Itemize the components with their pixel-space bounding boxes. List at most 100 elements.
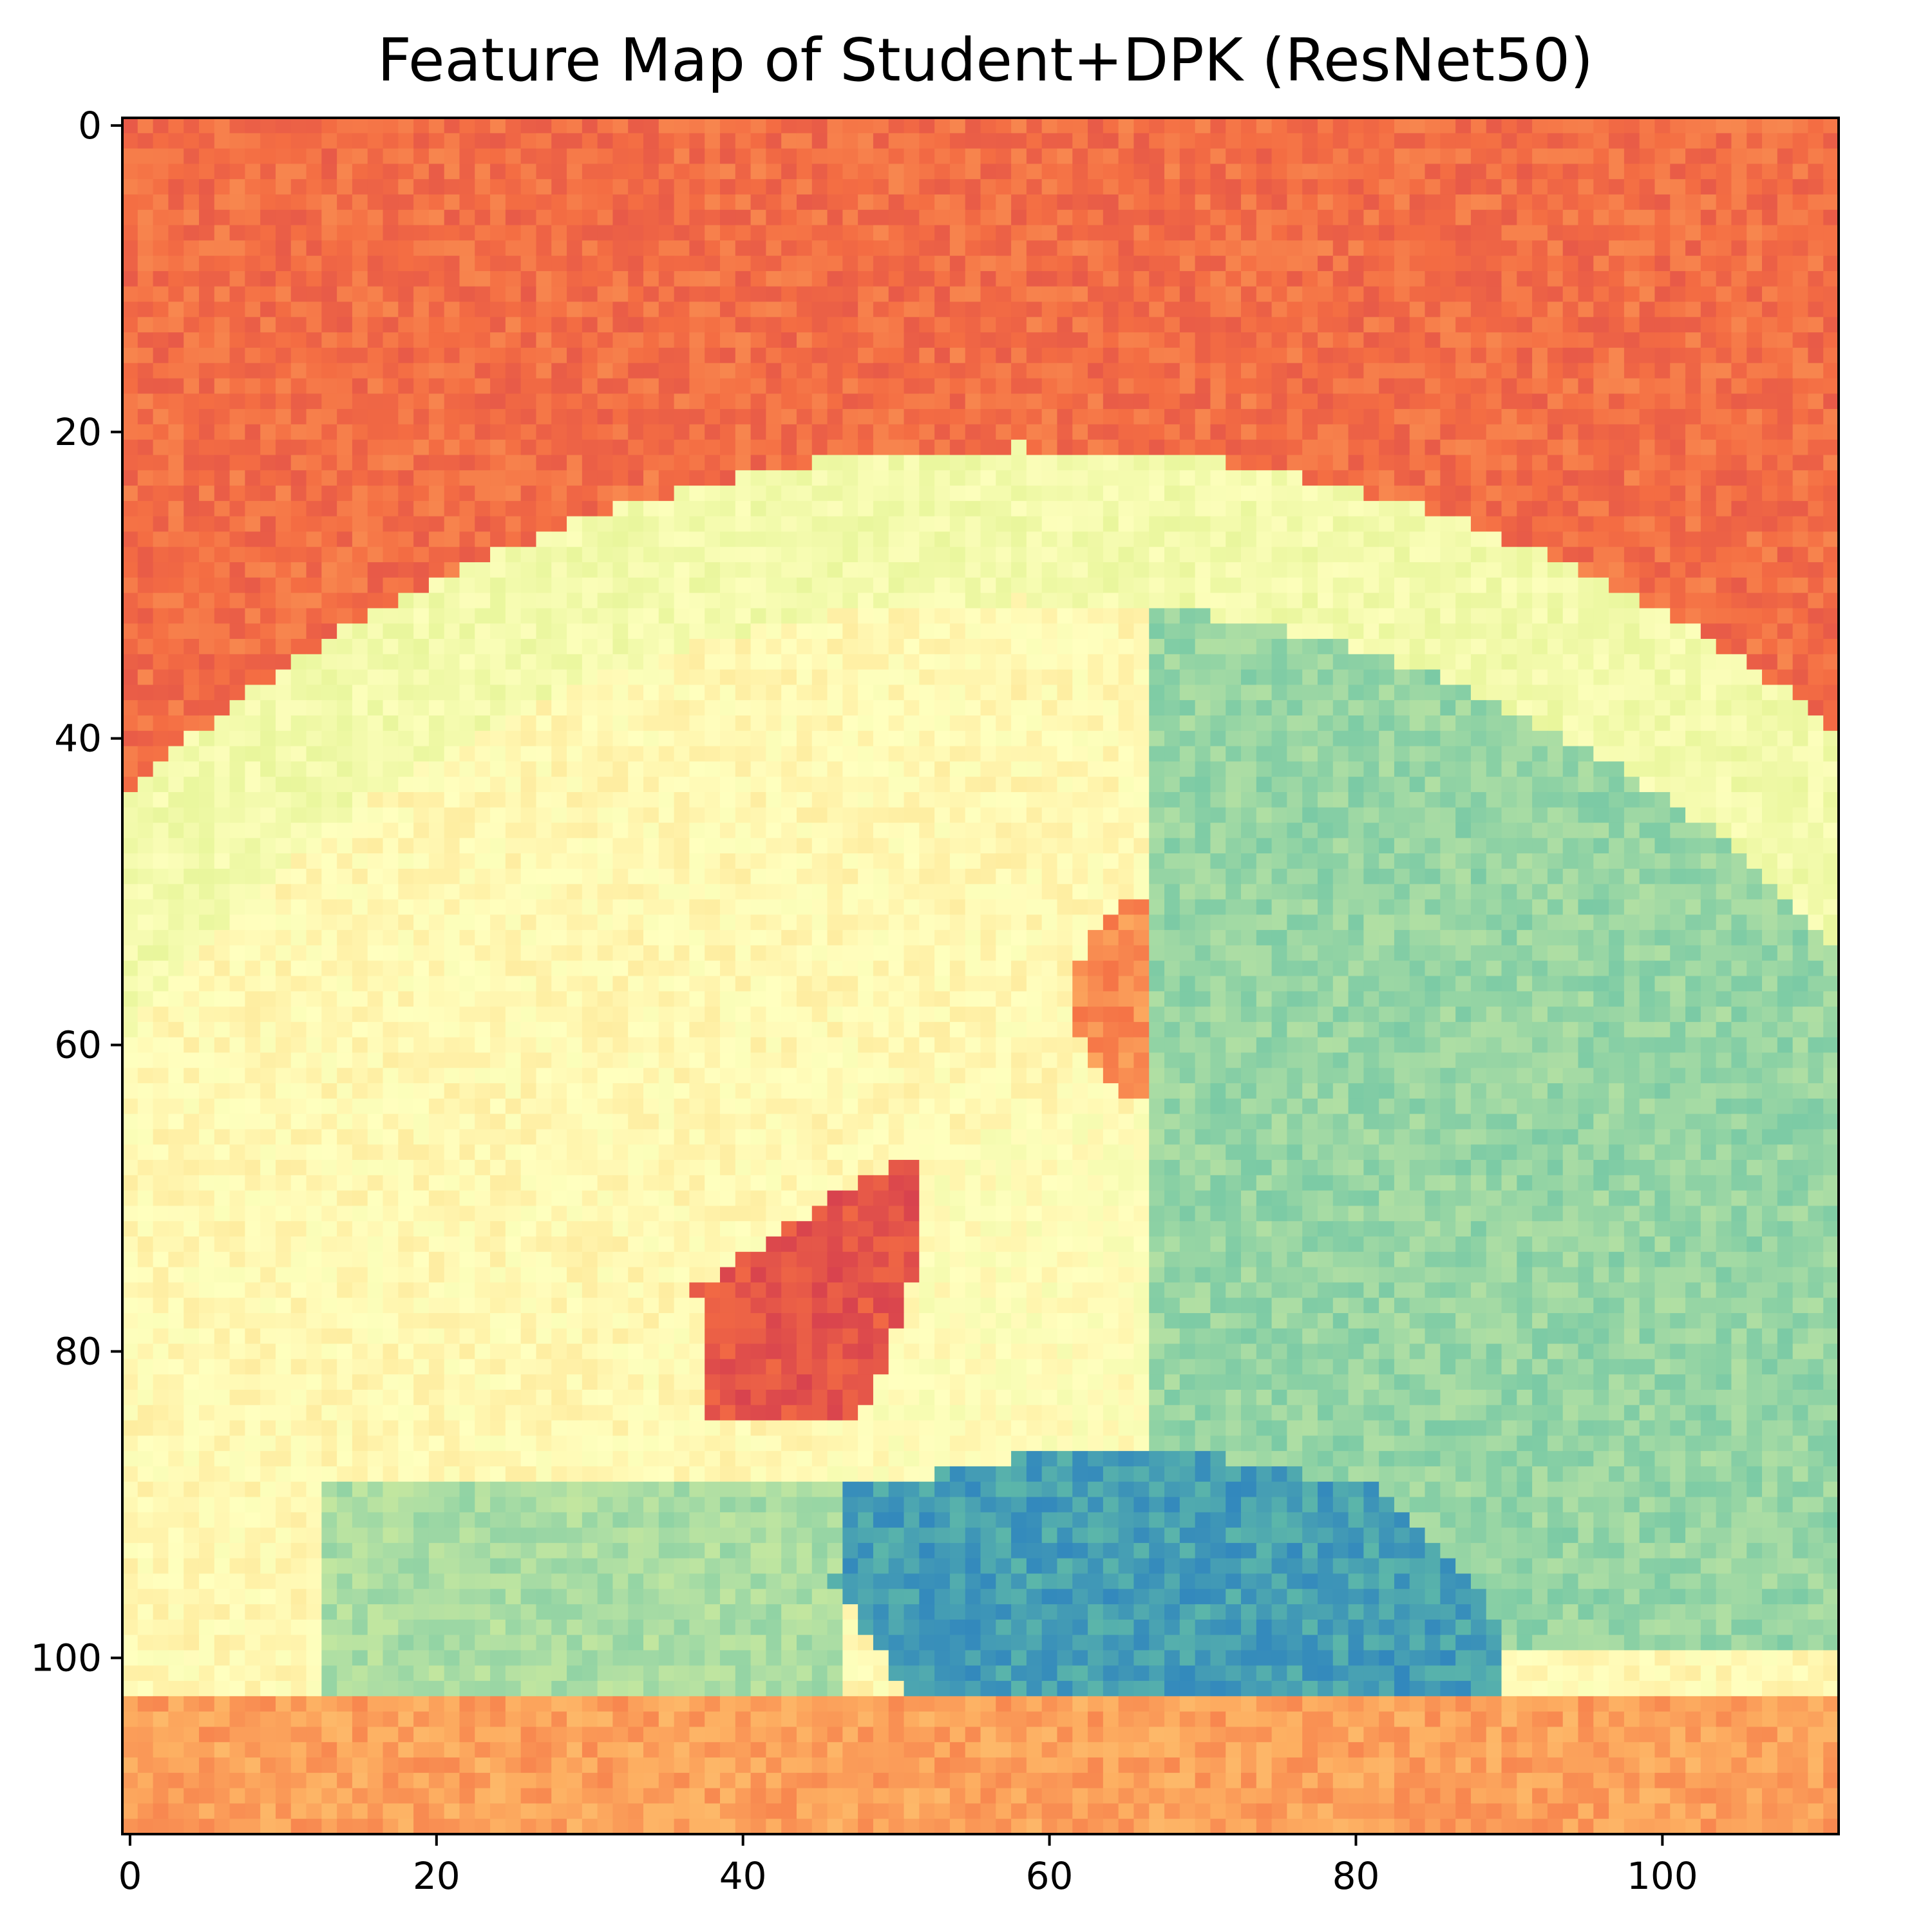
heatmap-cell bbox=[1057, 270, 1073, 287]
heatmap-cell bbox=[306, 286, 322, 303]
heatmap-cell bbox=[1226, 500, 1242, 517]
heatmap-cell bbox=[1256, 409, 1273, 425]
heatmap-cell bbox=[1026, 547, 1043, 563]
heatmap-cell bbox=[658, 301, 675, 317]
heatmap-cell bbox=[1425, 516, 1441, 533]
heatmap-cell bbox=[934, 240, 951, 256]
heatmap-cell bbox=[1609, 623, 1625, 639]
heatmap-cell bbox=[934, 470, 951, 486]
heatmap-cell bbox=[459, 270, 475, 287]
heatmap-cell bbox=[858, 639, 874, 655]
heatmap-cell bbox=[137, 761, 154, 777]
heatmap-cell bbox=[842, 455, 858, 471]
heatmap-cell bbox=[1041, 486, 1058, 502]
heatmap-cell bbox=[1179, 669, 1196, 685]
heatmap-cell bbox=[1011, 148, 1027, 164]
heatmap-cell bbox=[505, 332, 522, 348]
heatmap-cell bbox=[122, 439, 138, 456]
heatmap-cell bbox=[137, 639, 154, 655]
heatmap-cell bbox=[705, 209, 721, 226]
heatmap-cell bbox=[980, 746, 996, 762]
heatmap-cell bbox=[1532, 531, 1548, 547]
heatmap-cell bbox=[1394, 547, 1410, 563]
heatmap-cell bbox=[919, 531, 935, 547]
heatmap-cell bbox=[1317, 209, 1334, 226]
heatmap-cell bbox=[321, 470, 337, 486]
heatmap-cell bbox=[1088, 746, 1104, 762]
heatmap-cell bbox=[1440, 470, 1456, 486]
heatmap-cell bbox=[184, 133, 200, 149]
heatmap-cell bbox=[719, 486, 736, 502]
heatmap-cell bbox=[949, 301, 966, 317]
heatmap-cell bbox=[1547, 393, 1564, 410]
heatmap-cell bbox=[1348, 531, 1364, 547]
heatmap-cell bbox=[367, 363, 384, 379]
heatmap-cell bbox=[1149, 547, 1165, 563]
heatmap-cell bbox=[184, 209, 200, 226]
heatmap-cell bbox=[705, 455, 721, 471]
heatmap-cell bbox=[153, 700, 169, 716]
heatmap-cell bbox=[689, 654, 705, 670]
heatmap-cell bbox=[536, 301, 552, 317]
heatmap-cell bbox=[873, 592, 889, 609]
heatmap-cell bbox=[980, 424, 996, 440]
heatmap-cell bbox=[1624, 225, 1640, 241]
heatmap-cell bbox=[1823, 286, 1839, 303]
heatmap-cell bbox=[888, 791, 905, 808]
heatmap-cell bbox=[1271, 164, 1287, 180]
heatmap-cell bbox=[689, 700, 705, 716]
heatmap-cell bbox=[1731, 378, 1747, 394]
heatmap-cell bbox=[275, 730, 292, 747]
heatmap-cell bbox=[1011, 332, 1027, 348]
heatmap-cell bbox=[1685, 409, 1701, 425]
heatmap-cell bbox=[198, 547, 215, 563]
heatmap-cell bbox=[490, 746, 506, 762]
heatmap-cell bbox=[1486, 669, 1502, 685]
heatmap-cell bbox=[137, 286, 154, 303]
heatmap-cell bbox=[628, 286, 644, 303]
heatmap-cell bbox=[1762, 148, 1778, 164]
heatmap-cell bbox=[1823, 608, 1839, 624]
heatmap-cell bbox=[1332, 225, 1349, 241]
heatmap-cell bbox=[1731, 363, 1747, 379]
heatmap-cell bbox=[1103, 118, 1119, 134]
heatmap-cell bbox=[643, 639, 659, 655]
heatmap-cell bbox=[996, 531, 1012, 547]
heatmap-cell bbox=[214, 531, 231, 547]
heatmap-cell bbox=[245, 393, 261, 410]
heatmap-cell bbox=[904, 133, 920, 149]
heatmap-cell bbox=[1072, 378, 1088, 394]
heatmap-cell bbox=[643, 332, 659, 348]
heatmap-cell bbox=[1409, 730, 1426, 747]
heatmap-cell bbox=[459, 700, 475, 716]
heatmap-cell bbox=[184, 256, 200, 272]
heatmap-cell bbox=[536, 378, 552, 394]
heatmap-cell bbox=[1179, 256, 1196, 272]
heatmap-cell bbox=[719, 470, 736, 486]
heatmap-cell bbox=[306, 685, 322, 701]
heatmap-cell bbox=[1409, 592, 1426, 609]
heatmap-cell bbox=[1164, 148, 1180, 164]
heatmap-cell bbox=[1195, 363, 1211, 379]
heatmap-cell bbox=[413, 531, 430, 547]
heatmap-cell bbox=[1455, 608, 1472, 624]
heatmap-cell bbox=[1026, 378, 1043, 394]
heatmap-cell bbox=[735, 317, 752, 333]
heatmap-cell bbox=[582, 516, 598, 533]
heatmap-cell bbox=[1256, 286, 1273, 303]
heatmap-cell bbox=[781, 393, 797, 410]
heatmap-cell bbox=[1624, 577, 1640, 594]
heatmap-cell bbox=[1792, 455, 1809, 471]
heatmap-cell bbox=[1256, 225, 1273, 241]
heatmap-cell bbox=[1317, 164, 1334, 180]
heatmap-cell bbox=[1624, 470, 1640, 486]
heatmap-cell bbox=[674, 455, 690, 471]
heatmap-cell bbox=[888, 685, 905, 701]
heatmap-cell bbox=[1394, 531, 1410, 547]
heatmap-cell bbox=[1149, 240, 1165, 256]
heatmap-cell bbox=[1118, 347, 1135, 364]
heatmap-cell bbox=[658, 700, 675, 716]
heatmap-cell bbox=[1823, 332, 1839, 348]
heatmap-cell bbox=[275, 531, 292, 547]
heatmap-cell bbox=[949, 148, 966, 164]
